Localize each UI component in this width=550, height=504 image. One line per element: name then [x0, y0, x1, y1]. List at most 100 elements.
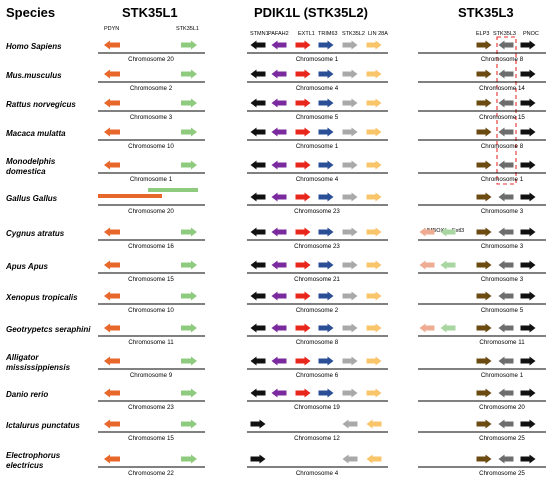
gene-label-stk35l1: STK35L1: [176, 26, 199, 32]
species-name: Geotrypetcs seraphini: [6, 325, 91, 334]
species-name: Ictalurus punctatus: [6, 421, 80, 430]
gene-arrow-pdik1l-locus: [318, 160, 334, 170]
chromosome-label: Chromosome 23: [294, 243, 340, 250]
gene-label-elp3: ELP3: [476, 31, 489, 37]
gene-arrow-pdik1l-locus: [250, 192, 266, 202]
gene-arrow-pdik1l-locus: [342, 160, 358, 170]
chromosome-label: Chromosome 1: [481, 176, 524, 183]
gene-arrow-pdik1l-locus: [295, 227, 311, 237]
gene-label-extl3: Extl3: [452, 228, 464, 234]
gene-arrow-pdik1l-locus: [295, 388, 311, 398]
gene-arrow-pdik1l-locus: [342, 323, 358, 333]
gene-arrow-pdik1l-locus: [271, 227, 287, 237]
gene-arrow-stk35l3-locus: [476, 356, 492, 366]
gene-arrow-pdik1l-locus: [318, 192, 334, 202]
stk35l3-column-header: STK35L3: [458, 5, 514, 20]
gene-arrow-pdik1l-locus: [271, 260, 287, 270]
gene-arrow-stk35l3-locus: [476, 323, 492, 333]
gene-arrow-pdik1l-locus: [342, 98, 358, 108]
chromosome-label: Chromosome 5: [481, 307, 524, 314]
gene-arrow-stk35l1: [181, 323, 197, 333]
chromosome-label: Chromosome 4: [296, 470, 339, 477]
gene-arrow-stk35l3-locus: [476, 227, 492, 237]
gene-arrow-pdik1l-locus: [250, 388, 266, 398]
gene-arrow-pdyn: [104, 356, 120, 366]
gene-arrow-pdik1l-locus: [250, 69, 266, 79]
gene-arrow-pdik1l-locus: [342, 260, 358, 270]
gene-arrow-stk35l3-locus: [498, 192, 514, 202]
gene-arrow-stk35l1: [181, 356, 197, 366]
gene-arrow-stk35l1: [181, 127, 197, 137]
gene-label-stmn1: STMN1: [250, 31, 269, 37]
chromosome-label: Chromosome 9: [130, 372, 173, 379]
species-name: Monodelphis: [6, 157, 56, 166]
gene-arrow-pdik1l-locus: [271, 160, 287, 170]
gene-arrow-pdik1l-locus: [295, 127, 311, 137]
gene-arrow-stk35l3-locus: [498, 454, 514, 464]
species-name: Mus.musculus: [6, 71, 62, 80]
gene-arrow-pdik1l-locus: [318, 260, 334, 270]
species-column-header: Species: [6, 5, 55, 20]
gene-label-stk35l3: STK35L3: [493, 31, 516, 37]
gene-arrow-stk35l1: [181, 160, 197, 170]
gene-arrow-stk35l3-locus: [520, 356, 536, 366]
gene-arrow-pdik1l-locus: [342, 40, 358, 50]
gene-arrow-stk35l3-locus: [520, 291, 536, 301]
gene-arrow-pdik1l-locus: [342, 69, 358, 79]
gene-arrow-stk35l3-locus: [440, 227, 456, 237]
gene-arrow-pdik1l-locus: [250, 291, 266, 301]
gene-label-pdyn: PDYN: [104, 26, 119, 32]
gene-label-stk35l2: STK35L2: [342, 31, 365, 37]
gene-arrow-pdyn: [104, 69, 120, 79]
chromosome-label: Chromosome 2: [130, 85, 173, 92]
gene-arrow-stk35l3-locus: [476, 40, 492, 50]
gene-arrow-pdik1l-locus: [366, 419, 382, 429]
gene-arrow-stk35l3-locus: [498, 388, 514, 398]
gene-arrow-pdik1l-locus: [295, 69, 311, 79]
gene-arrow-pdik1l-locus: [271, 356, 287, 366]
gene-arrow-pdik1l-locus: [318, 291, 334, 301]
gene-arrow-stk35l3-locus: [476, 260, 492, 270]
gene-arrow-pdik1l-locus: [342, 388, 358, 398]
gene-label-hmbox1: HMBOX1: [424, 228, 447, 234]
chromosome-label: Chromosome 3: [130, 114, 173, 121]
species-rows: Homo Sapiens Chromosome 20 Chromosome 1 Chr…: [5, 40, 546, 477]
gene-arrow-pdik1l-locus: [366, 192, 382, 202]
gene-arrow-stk35l3-locus: [476, 388, 492, 398]
gene-arrow-stk35l3-locus: [498, 98, 514, 108]
gene-arrow-stk35l3-locus: [520, 40, 536, 50]
chromosome-label: Chromosome 8: [481, 56, 524, 63]
gene-arrow-stk35l1: [181, 454, 197, 464]
gene-arrow-pdyn: [104, 388, 120, 398]
gene-arrow-pdik1l-locus: [271, 69, 287, 79]
gene-arrow-pdyn: [104, 227, 120, 237]
gene-arrow-stk35l3-locus: [520, 388, 536, 398]
species-name: Electrophorus: [6, 451, 61, 460]
gene-arrow-pdik1l-locus: [318, 227, 334, 237]
gene-arrow-stk35l1: [181, 260, 197, 270]
species-name: Alligator: [5, 353, 39, 362]
chromosome-label: Chromosome 8: [296, 339, 339, 346]
chromosome-label: Chromosome 16: [128, 243, 174, 250]
gene-arrow-stk35l3-locus: [520, 260, 536, 270]
gene-arrow-stk35l1: [181, 291, 197, 301]
gene-arrow-stk35l3-locus: [520, 454, 536, 464]
chromosome-label: Chromosome 2: [296, 307, 339, 314]
gene-arrow-pdik1l-locus: [366, 454, 382, 464]
gene-arrow-stk35l3-locus: [476, 419, 492, 429]
gene-arrow-stk35l1: [181, 419, 197, 429]
gene-arrow-stk35l3-locus: [419, 227, 435, 237]
gene-arrow-stk35l3-locus: [440, 323, 456, 333]
gene-arrow-stk35l1: [148, 188, 198, 192]
gene-arrow-pdik1l-locus: [271, 40, 287, 50]
chromosome-label: Chromosome 4: [296, 176, 339, 183]
gene-arrow-pdik1l-locus: [295, 323, 311, 333]
gene-arrow-stk35l3-locus: [476, 454, 492, 464]
chromosome-label: Chromosome 20: [479, 404, 525, 411]
gene-arrow-pdik1l-locus: [295, 192, 311, 202]
gene-arrow-stk35l3-locus: [498, 69, 514, 79]
gene-arrow-stk35l3-locus: [476, 160, 492, 170]
species-name: Gallus Gallus: [6, 194, 58, 203]
gene-arrow-pdik1l-locus: [342, 192, 358, 202]
